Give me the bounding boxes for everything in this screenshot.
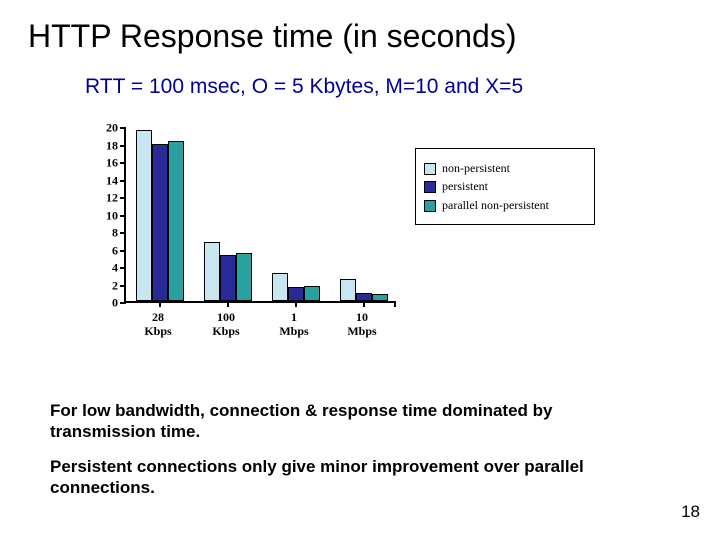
legend: non-persistent persistent parallel non-per…: [415, 148, 595, 225]
y-tick-label: 20: [106, 121, 118, 136]
y-tick-label: 0: [112, 296, 118, 311]
y-tick-label: 14: [106, 173, 118, 188]
legend-label: persistent: [442, 179, 488, 193]
legend-item: non-persistent: [424, 161, 586, 175]
bar: [304, 286, 320, 301]
x-tick-label: 100Kbps: [202, 310, 250, 339]
bar: [204, 242, 220, 302]
x-axis: 28Kbps 100Kbps 1Mbps 10Mbps: [124, 306, 394, 346]
page-number: 18: [681, 502, 700, 522]
y-tick-label: 4: [112, 261, 118, 276]
bar: [236, 253, 252, 301]
plot-area: [124, 128, 394, 303]
y-tick-mark: [120, 285, 126, 287]
chart-subtitle: RTT = 100 msec, O = 5 Kbytes, M=10 and X…: [0, 55, 720, 99]
y-axis: 02468101214161820: [90, 128, 122, 303]
y-tick-label: 8: [112, 226, 118, 241]
bar: [220, 255, 236, 301]
x-tick-label: 1Mbps: [270, 310, 318, 339]
bar: [136, 130, 152, 301]
x-tick-label: 10Mbps: [338, 310, 386, 339]
caption-1: For low bandwidth, connection & response…: [50, 400, 650, 443]
y-tick-label: 18: [106, 138, 118, 153]
y-tick-mark: [120, 145, 126, 147]
bar: [152, 144, 168, 302]
y-tick-mark: [120, 215, 126, 217]
bar: [340, 279, 356, 301]
y-tick-mark: [120, 250, 126, 252]
caption-2: Persistent connections only give minor i…: [50, 456, 650, 499]
bar: [372, 294, 388, 301]
y-tick-mark: [120, 302, 126, 304]
page-title: HTTP Response time (in seconds): [0, 0, 720, 55]
y-tick-mark: [120, 180, 126, 182]
y-tick-label: 12: [106, 191, 118, 206]
legend-label: non-persistent: [442, 161, 510, 175]
bar: [168, 141, 184, 301]
legend-item: persistent: [424, 179, 586, 193]
y-tick-label: 2: [112, 278, 118, 293]
bar-chart: 02468101214161820 28Kbps100Kbps1Mbps10Mb…: [90, 128, 610, 353]
y-tick-mark: [120, 232, 126, 234]
bar: [272, 273, 288, 301]
y-tick-label: 10: [106, 208, 118, 223]
y-tick-mark: [120, 127, 126, 129]
bar: [288, 287, 304, 301]
legend-label: parallel non-persistent: [442, 198, 549, 212]
legend-swatch: [424, 181, 436, 193]
y-tick-mark: [120, 162, 126, 164]
bar: [356, 293, 372, 301]
x-tick-mark: [394, 301, 396, 307]
x-tick-label: 28Kbps: [134, 310, 182, 339]
y-tick-label: 6: [112, 243, 118, 258]
y-tick-mark: [120, 267, 126, 269]
y-tick-label: 16: [106, 156, 118, 171]
legend-swatch: [424, 163, 436, 175]
legend-item: parallel non-persistent: [424, 198, 586, 212]
legend-swatch: [424, 200, 436, 212]
y-tick-mark: [120, 197, 126, 199]
